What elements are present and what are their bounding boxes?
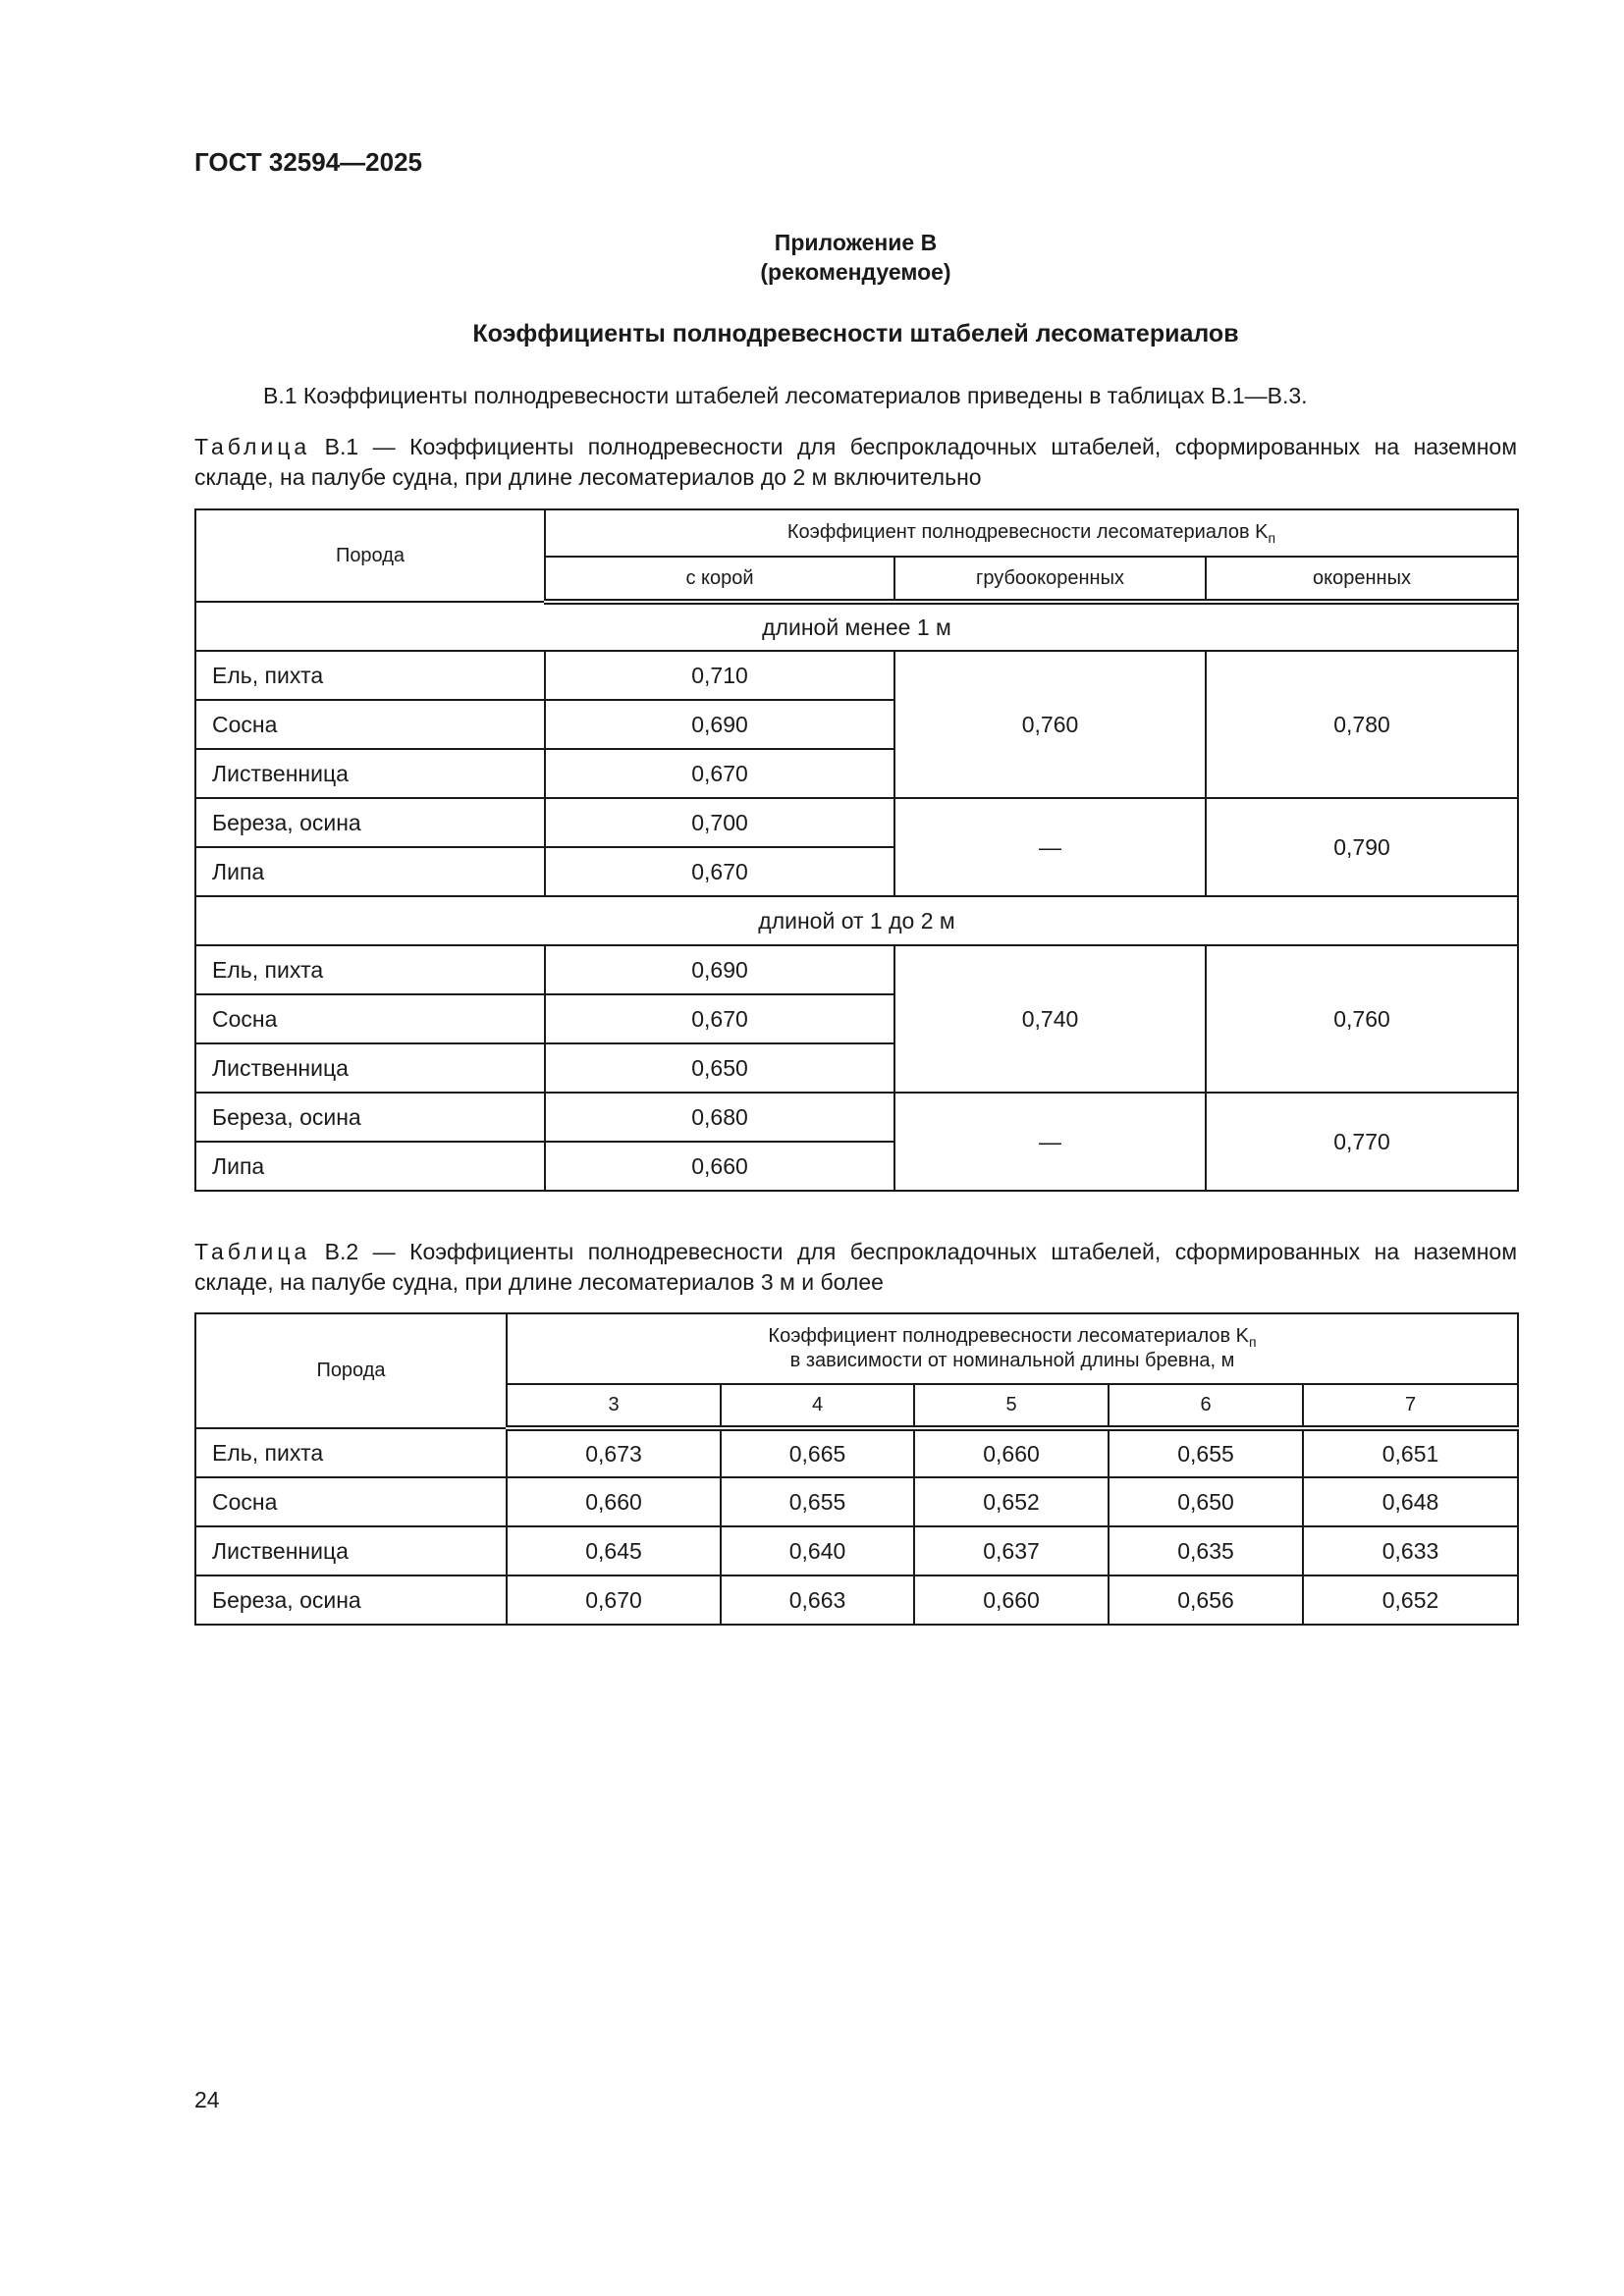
intro-paragraph: В.1 Коэффициенты полнодревесности штабел… (263, 383, 1308, 408)
table-cell: Лиственница (194, 1042, 546, 1094)
table-cell: 0,740 (893, 944, 1207, 1094)
table-cell: Береза, осина (194, 797, 546, 848)
table-cell: 0,648 (1301, 1476, 1520, 1527)
annex-subtitle: (рекомендуемое) (760, 259, 951, 285)
header-group: Коэффициент полнодревесности лесоматериа… (505, 1312, 1520, 1385)
table-cell: длиной менее 1 м (194, 601, 1519, 652)
table-cell: 0,670 (544, 846, 895, 897)
table-row: Береза, осина 0,700—0,790 (194, 797, 1519, 897)
table-row: Сосна 0,670 (194, 993, 1518, 1044)
header-col: окоренных (1205, 556, 1519, 605)
document-code: ГОСТ 32594—2025 (194, 147, 422, 177)
table-row: Сосна 0,660 0,655 0,652 0,650 0,648 (194, 1476, 1520, 1527)
table-cell: 0,790 (1205, 797, 1519, 897)
table-cell: 0,673 (506, 1427, 722, 1478)
table-row: Липа 0,660 (194, 1141, 1518, 1192)
table-cell: 0,640 (720, 1525, 915, 1576)
table-cell: 0,650 (1108, 1476, 1304, 1527)
table-cell: 3 (506, 1383, 722, 1431)
caption-label: Таблица (194, 434, 311, 459)
header-species: Порода (194, 1312, 508, 1429)
table-cell: 0,660 (544, 1141, 895, 1192)
table-cell: 0,656 (1108, 1575, 1304, 1626)
header-group: Коэффициент полнодревесности лесоматериа… (544, 508, 1519, 558)
table-cell: 6 (1108, 1383, 1304, 1431)
table-cell: 0,760 (893, 650, 1207, 799)
table-cell: 0,633 (1301, 1525, 1520, 1576)
section-row: длиной от 1 до 2 м (194, 895, 1519, 946)
table-cell: 0,663 (720, 1575, 915, 1626)
table-cell: Береза, осина (194, 1092, 546, 1143)
table-cell: 0,700 (544, 797, 895, 848)
annex-title: Приложение В (774, 230, 938, 255)
table-row: Ель, пихта 0,710 0,760 0,780 (194, 650, 1519, 799)
table-cell: 0,652 (913, 1476, 1110, 1527)
table-row: Лиственница 0,645 0,640 0,637 0,635 0,633 (194, 1525, 1520, 1576)
table-cell: 0,760 (1205, 944, 1519, 1094)
table1-caption: Таблица В.1 — Коэффициенты полнодревесно… (194, 432, 1517, 493)
table-cell: — (893, 1092, 1207, 1192)
table-cell: 0,780 (1205, 650, 1519, 799)
table-cell: 0,660 (913, 1575, 1110, 1626)
table-cell: Ель, пихта (194, 944, 546, 995)
table-cell: Ель, пихта (194, 1427, 508, 1478)
header-species: Порода (194, 508, 546, 603)
table-cell: 0,655 (1108, 1427, 1304, 1478)
table-cell: Ель, пихта (194, 650, 546, 701)
table-b2: Порода Коэффициент полнодревесности лесом… (194, 1312, 1520, 1626)
caption-text: В.2 — Коэффициенты полнодревесности для … (194, 1239, 1518, 1295)
table-cell: 5 (913, 1383, 1110, 1431)
table-cell: 4 (720, 1383, 915, 1431)
table-row: Береза, осина 0,680—0,770 (194, 1092, 1519, 1192)
table-cell: 0,680 (544, 1092, 895, 1143)
table-cell: 0,660 (913, 1427, 1110, 1478)
header-col: грубоокоренных (893, 556, 1207, 605)
caption-label: Таблица (194, 1239, 311, 1264)
table-cell: Лиственница (194, 748, 546, 799)
table-cell: Сосна (194, 993, 546, 1044)
table-cell: 0,690 (544, 699, 895, 750)
table-row: Ель, пихта 0,673 0,665 0,660 0,655 0,651 (194, 1427, 1520, 1478)
table-cell: 0,660 (506, 1476, 722, 1527)
table-b1: Порода Коэффициент полнодревесности лесом… (194, 508, 1519, 1192)
table-cell: 0,665 (720, 1427, 915, 1478)
table-cell: длиной от 1 до 2 м (194, 895, 1519, 946)
table-cell: 0,710 (544, 650, 895, 701)
table-cell: 0,637 (913, 1525, 1110, 1576)
section-row: длиной менее 1 м (194, 601, 1519, 652)
table-cell: 0,770 (1205, 1092, 1519, 1192)
table-cell: 0,670 (544, 993, 895, 1044)
section-title: Коэффициенты полнодревесности штабелей л… (472, 320, 1239, 347)
table2-caption: Таблица В.2 — Коэффициенты полнодревесно… (194, 1237, 1517, 1298)
table-cell: Лиственница (194, 1525, 508, 1576)
table-row: Ель, пихта 0,690 0,740 0,760 (194, 944, 1519, 1094)
table-cell: Береза, осина (194, 1575, 508, 1626)
table-row: Лиственница 0,670 (194, 748, 1518, 799)
table-cell: 0,652 (1301, 1575, 1520, 1626)
table-row: Сосна 0,690 (194, 699, 1518, 750)
table-cell: 0,645 (506, 1525, 722, 1576)
table-row: Береза, осина 0,670 0,663 0,660 0,656 0,652 (194, 1575, 1520, 1626)
table-row: Липа 0,670 (194, 846, 1518, 897)
table-cell: Сосна (194, 1476, 508, 1527)
table-cell: Липа (194, 846, 546, 897)
table-cell: Липа (194, 1141, 546, 1192)
header-col: с корой (544, 556, 895, 605)
table-row: Лиственница 0,650 (194, 1042, 1518, 1094)
table-cell: 0,651 (1301, 1427, 1520, 1478)
caption-text: В.1 — Коэффициенты полнодревесности для … (194, 434, 1518, 490)
table-cell: Сосна (194, 699, 546, 750)
table-cell: — (893, 797, 1207, 897)
table-cell: 0,635 (1108, 1525, 1304, 1576)
table-cell: 0,670 (506, 1575, 722, 1626)
page-number: 24 (194, 2087, 220, 2112)
table-cell: 0,670 (544, 748, 895, 799)
table-cell: 0,650 (544, 1042, 895, 1094)
table-cell: 7 (1301, 1383, 1520, 1431)
table-cell: 0,655 (720, 1476, 915, 1527)
table-cell: 0,690 (544, 944, 895, 995)
annex-heading: Приложение В (рекомендуемое) (194, 228, 1517, 287)
